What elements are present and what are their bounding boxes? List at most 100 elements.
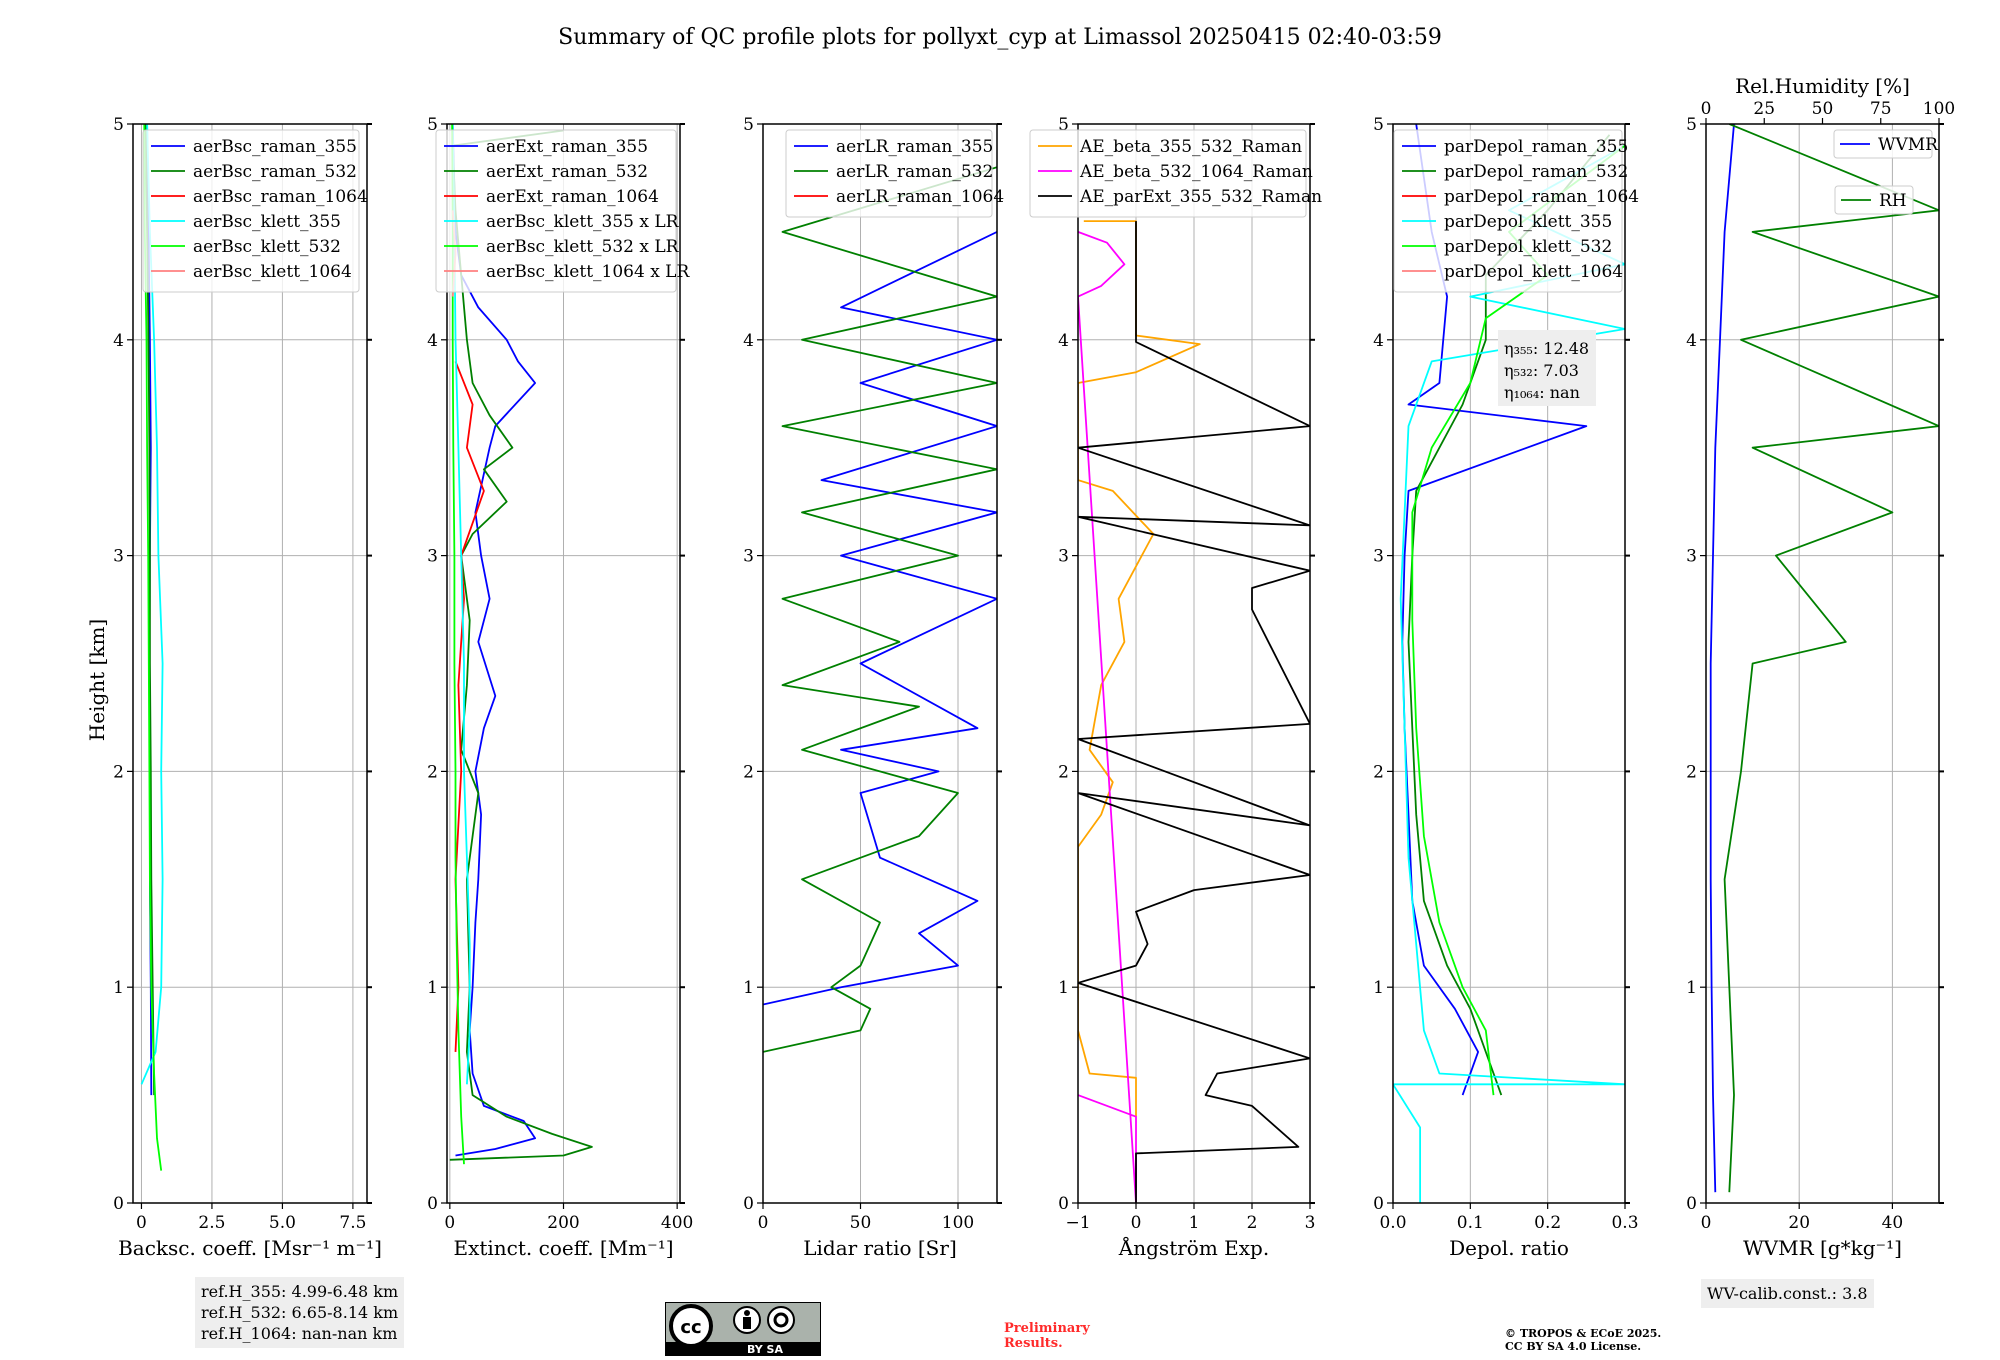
x-tick-label: 20 xyxy=(1788,1213,1810,1233)
legend-label: parDepol_klett_355 xyxy=(1444,212,1612,232)
x-axis-label: Lidar ratio [Sr] xyxy=(803,1236,957,1260)
annotation-line: η₅₃₂: 7.03 xyxy=(1504,361,1579,380)
legend-frame xyxy=(1393,129,1623,293)
panel-backscatter: 0 2.5 5.0 7.5 0 1 2 3 4 5 Backsc. coeff. [Msr⁻¹ m⁻… xyxy=(113,115,382,1260)
x-tick-label: 2 xyxy=(1247,1213,1258,1233)
y-tick-label: 2 xyxy=(1058,762,1069,782)
y-tick-label: 0 xyxy=(1373,1194,1384,1214)
y-tick-label: 3 xyxy=(113,547,124,567)
x-tick-label: 7.5 xyxy=(339,1213,366,1233)
top-x-axis-label: Rel.Humidity [%] xyxy=(1735,74,1910,98)
y-tick-label: 5 xyxy=(1373,115,1384,135)
axes-frame xyxy=(132,123,368,1204)
legend-frame xyxy=(1029,129,1307,218)
legend-label: aerBsc_klett_355 x LR xyxy=(486,212,680,232)
figure-title: Summary of QC profile plots for pollyxt_… xyxy=(558,25,1442,50)
eta-annotation: η₃₅₅: 12.48 η₅₃₂: 7.03 η₁₀₆₄: nan xyxy=(1498,330,1596,406)
legend-label: aerExt_raman_532 xyxy=(486,162,648,182)
by-sa-label: BY SA xyxy=(747,1343,784,1356)
panel-lidar_ratio: 0 50 100 0 1 2 3 4 5 Lidar ratio [Sr] aerLR_raman_… xyxy=(743,115,1004,1260)
legend-frame xyxy=(1834,185,1914,215)
y-tick-label: 4 xyxy=(1373,331,1384,351)
x-axis-label: Extinct. coeff. [Mm⁻¹] xyxy=(453,1236,673,1260)
legend-label: parDepol_klett_532 xyxy=(1444,237,1612,257)
preliminary-line-2: Results. xyxy=(1004,1336,1063,1351)
y-tick-label: 3 xyxy=(1686,547,1697,567)
legend: aerLR_raman_355 aerLR_raman_532 aerLR_rama… xyxy=(785,129,1004,218)
series-line-aerlr-raman-532 xyxy=(763,166,997,1053)
legend-label: parDepol_raman_1064 xyxy=(1444,187,1639,207)
y-tick-label: 3 xyxy=(1373,547,1384,567)
x-tick-label: 200 xyxy=(547,1213,579,1233)
copyright-line-1: © TROPOS & ECoE 2025. xyxy=(1505,1327,1662,1340)
legend-frame xyxy=(785,129,993,218)
top-x-tick-label: 100 xyxy=(1923,99,1955,119)
legend-label: RH xyxy=(1879,191,1907,211)
panel-depolarization: 0.0 0.1 0.2 0.3 0 1 2 3 4 5 Depol. ratio parDepol_r… xyxy=(1373,115,1639,1260)
y-tick-label: 5 xyxy=(1686,115,1697,135)
x-tick-label: 0.0 xyxy=(1379,1213,1406,1233)
top-x-tick-label: 50 xyxy=(1812,99,1834,119)
y-tick-label: 1 xyxy=(113,978,124,998)
series-line-aerbsc-klett-532-x-lr xyxy=(451,124,465,1165)
series-line-aerbsc-klett-355 xyxy=(140,124,164,1085)
legend-label: parDepol_raman_355 xyxy=(1444,137,1628,157)
axes-frame xyxy=(1392,123,1626,1204)
series-line-ae-parext-355-532-raman xyxy=(1078,221,1310,1203)
series-group xyxy=(1709,124,1939,1193)
y-tick-label: 5 xyxy=(1058,115,1069,135)
legend-frame xyxy=(435,129,677,293)
x-axis-label: Backsc. coeff. [Msr⁻¹ m⁻¹] xyxy=(118,1236,382,1260)
legend-label: aerBsc_klett_532 xyxy=(193,237,341,257)
x-axis-label: Ångström Exp. xyxy=(1118,1235,1269,1260)
legend: AE_beta_355_532_Raman AE_beta_532_1064_Ra… xyxy=(1029,129,1322,218)
panel-water_vapour: 0 20 40 0 25 50 75 100 Rel.Humidity [%] 0 1 2 3 4 5 WVM… xyxy=(1686,74,1955,1260)
ref-height-1064: ref.H_1064: nan-nan km xyxy=(201,1324,398,1343)
series-group xyxy=(1078,220,1310,1203)
y-tick-label: 1 xyxy=(427,978,438,998)
annotation-line: η₁₀₆₄: nan xyxy=(1504,383,1580,402)
x-tick-label: 2.5 xyxy=(198,1213,225,1233)
legend-label: aerLR_raman_355 xyxy=(836,137,993,157)
y-tick-label: 1 xyxy=(1686,978,1697,998)
y-tick-label: 4 xyxy=(1058,331,1069,351)
legend-wvmr: WVMR xyxy=(1833,129,1939,159)
series-line-aerbsc-klett-532 xyxy=(143,124,163,1171)
series-line-wvmr xyxy=(1709,124,1735,1193)
y-tick-label: 2 xyxy=(743,762,754,782)
series-line-pardepol-raman-532 xyxy=(1407,134,1611,1096)
y-tick-label: 0 xyxy=(1686,1194,1697,1214)
x-tick-label: 0 xyxy=(136,1213,147,1233)
ref-height-532: ref.H_532: 6.65-8.14 km xyxy=(201,1303,399,1322)
legend-label: aerBsc_klett_532 x LR xyxy=(486,237,680,257)
x-tick-label: 0.1 xyxy=(1457,1213,1484,1233)
y-tick-label: 2 xyxy=(427,762,438,782)
annotation-box xyxy=(1498,330,1596,406)
series-group xyxy=(763,166,997,1053)
x-tick-label: 1 xyxy=(1189,1213,1200,1233)
legend-label: parDepol_raman_532 xyxy=(1444,162,1628,182)
x-tick-label: 0 xyxy=(1131,1213,1142,1233)
y-tick-label: 1 xyxy=(1058,978,1069,998)
x-tick-label: 3 xyxy=(1305,1213,1316,1233)
x-tick-label: 0 xyxy=(444,1213,455,1233)
cc-logo-text: cc xyxy=(680,1317,701,1338)
x-tick-label: 50 xyxy=(850,1213,872,1233)
wv-calib-box: WV-calib.const.: 3.8 xyxy=(1701,1279,1874,1308)
preliminary-results-note: Preliminary Results. xyxy=(1004,1321,1090,1351)
legend-label: aerBsc_raman_355 xyxy=(193,137,357,157)
x-axis-label: Depol. ratio xyxy=(1449,1236,1569,1260)
legend: parDepol_raman_355 parDepol_raman_532 parD… xyxy=(1393,129,1639,293)
y-tick-label: 1 xyxy=(743,978,754,998)
y-axis-label: Height [km] xyxy=(85,619,109,741)
x-tick-label: 0.2 xyxy=(1534,1213,1561,1233)
sa-icon xyxy=(767,1306,795,1334)
legend-label: parDepol_klett_1064 xyxy=(1444,262,1623,282)
ref-height-355: ref.H_355: 4.99-6.48 km xyxy=(201,1282,399,1301)
y-tick-label: 4 xyxy=(427,331,438,351)
top-x-tick-label: 75 xyxy=(1870,99,1892,119)
legend: aerExt_raman_355 aerExt_raman_532 aerExt_r… xyxy=(435,129,690,293)
x-tick-label: −1 xyxy=(1065,1213,1090,1233)
legend-label: aerLR_raman_532 xyxy=(836,162,993,182)
